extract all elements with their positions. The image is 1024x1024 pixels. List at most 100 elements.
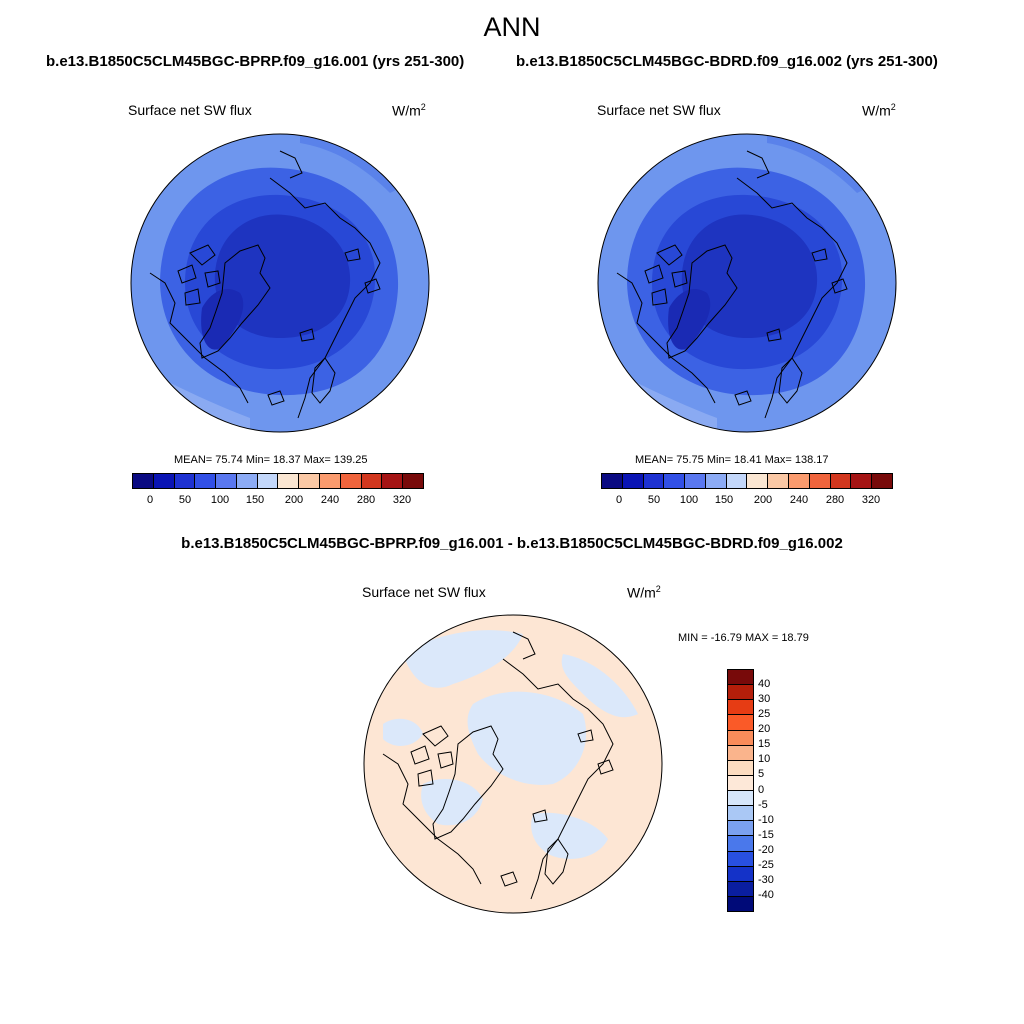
colorbar-swatch <box>768 474 790 488</box>
diff-colorbar-tick-label: 5 <box>758 768 765 781</box>
colorbar-tick-label: 100 <box>679 494 699 506</box>
diff-colorbar-swatch <box>728 670 753 686</box>
diff-colorbar-tick-label: 40 <box>758 678 771 691</box>
colorbar-swatch <box>830 474 852 488</box>
colorbar-swatch <box>664 474 686 488</box>
colorbar-swatch <box>153 474 175 488</box>
colorbar-swatch <box>789 474 810 488</box>
panel2-units: W/m2 <box>862 102 896 119</box>
colorbar-tick-label: 0 <box>615 494 623 506</box>
diff-colorbar-swatch <box>728 745 753 761</box>
colorbar-tick-label: 320 <box>392 494 412 506</box>
diff-negative-region <box>531 812 608 859</box>
diff-colorbar-swatch <box>728 730 753 746</box>
diff-minmax: MIN = -16.79 MAX = 18.79 <box>678 632 809 644</box>
colorbar-swatch <box>361 474 383 488</box>
colorbar-swatch <box>685 474 706 488</box>
difference-title: b.e13.B1850C5CLM45BGC-BPRP.f09_g16.001 -… <box>181 535 843 552</box>
diff-colorbar-tick-label: -5 <box>758 798 768 811</box>
diff-negative-region <box>467 691 587 785</box>
diff-colorbar-swatch <box>728 700 753 716</box>
case2-title: b.e13.B1850C5CLM45BGC-BDRD.f09_g16.002 (… <box>516 53 938 70</box>
colorbar-swatch <box>643 474 665 488</box>
coastline <box>382 631 614 900</box>
diff-negative-region <box>383 718 423 746</box>
diff-negative-region <box>561 654 638 718</box>
colorbar-swatch <box>257 474 279 488</box>
colorbar-swatch <box>403 474 423 488</box>
colorbar-swatch <box>278 474 300 488</box>
diff-colorbar-tick-label: -25 <box>758 858 774 871</box>
map-boundary <box>597 133 897 433</box>
field-core <box>214 214 351 338</box>
colorbar-tick-label: 50 <box>178 494 192 506</box>
coastline <box>149 150 381 419</box>
colorbar-swatch <box>622 474 644 488</box>
diff-colorbar-tick-label: 25 <box>758 708 771 721</box>
diff-colorbar-tick-label: 30 <box>758 693 771 706</box>
field-greenland <box>668 288 711 350</box>
colorbar-swatch <box>809 474 831 488</box>
colorbar-tick-label: 200 <box>284 494 304 506</box>
diff-colorbar-swatch <box>728 836 753 852</box>
diff-colorbar-tick-label: -10 <box>758 813 774 826</box>
colorbar-swatch <box>133 474 154 488</box>
panel1-colorbar <box>132 473 424 489</box>
colorbar-swatch <box>872 474 892 488</box>
colorbar-tick-label: 0 <box>146 494 154 506</box>
panel2-variable-label: Surface net SW flux <box>597 102 721 118</box>
colorbar-tick-label: 280 <box>825 494 845 506</box>
diff-colorbar-swatch <box>728 760 753 776</box>
map-boundary <box>363 614 663 914</box>
diff-colorbar-swatch <box>728 851 753 867</box>
colorbar-swatch <box>726 474 748 488</box>
diff-colorbar-tick-label: -15 <box>758 828 774 841</box>
diff-colorbar-swatch <box>728 806 753 822</box>
colorbar-tick-label: 50 <box>647 494 661 506</box>
colorbar-tick-label: 320 <box>861 494 881 506</box>
diff-colorbar-swatch <box>728 896 753 911</box>
colorbar-tick-label: 100 <box>210 494 230 506</box>
difference-colorbar <box>727 669 754 912</box>
panel1-stats: MEAN= 75.74 Min= 18.37 Max= 139.25 <box>174 454 368 466</box>
diff-variable-label: Surface net SW flux <box>362 584 486 600</box>
diff-colorbar-tick-label: -20 <box>758 843 774 856</box>
colorbar-swatch <box>382 474 404 488</box>
diff-colorbar-tick-label: -40 <box>758 888 774 901</box>
colorbar-swatch <box>602 474 623 488</box>
diff-colorbar-tick-label: 20 <box>758 723 771 736</box>
diff-colorbar-swatch <box>728 791 753 807</box>
colorbar-swatch <box>705 474 727 488</box>
panel2-stats: MEAN= 75.75 Min= 18.41 Max= 138.17 <box>635 454 829 466</box>
case1-title: b.e13.B1850C5CLM45BGC-BPRP.f09_g16.001 (… <box>46 53 465 70</box>
panel1-units: W/m2 <box>392 102 426 119</box>
diff-colorbar-tick-label: 10 <box>758 753 771 766</box>
panel1-polar-map <box>130 133 430 433</box>
colorbar-swatch <box>299 474 321 488</box>
colorbar-swatch <box>340 474 362 488</box>
diff-negative-region <box>403 630 523 688</box>
colorbar-tick-label: 240 <box>789 494 809 506</box>
field-greenland <box>201 288 244 350</box>
colorbar-swatch <box>216 474 237 488</box>
colorbar-tick-label: 240 <box>320 494 340 506</box>
diff-colorbar-tick-label: 0 <box>758 783 765 796</box>
panel2-colorbar <box>601 473 893 489</box>
diff-colorbar-tick-label: -30 <box>758 873 774 886</box>
difference-polar-map <box>363 614 663 914</box>
colorbar-swatch <box>195 474 217 488</box>
diff-colorbar-swatch <box>728 821 753 837</box>
map-boundary <box>130 133 430 433</box>
colorbar-swatch <box>320 474 341 488</box>
diff-colorbar-swatch <box>728 881 753 897</box>
diff-colorbar-tick-label: 15 <box>758 738 771 751</box>
coastline <box>616 150 848 419</box>
field-core <box>681 214 818 338</box>
diff-colorbar-swatch <box>728 715 753 731</box>
colorbar-tick-label: 200 <box>753 494 773 506</box>
colorbar-swatch <box>851 474 873 488</box>
colorbar-tick-label: 150 <box>245 494 265 506</box>
diff-colorbar-swatch <box>728 775 753 791</box>
colorbar-tick-label: 150 <box>714 494 734 506</box>
diff-units: W/m2 <box>627 584 661 601</box>
